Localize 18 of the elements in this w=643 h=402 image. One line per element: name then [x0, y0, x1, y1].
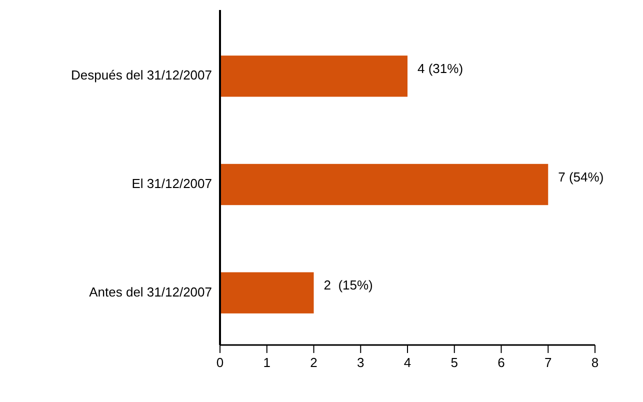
x-tick-label: 3	[357, 355, 364, 370]
x-tick-label: 4	[404, 355, 412, 370]
bar	[220, 164, 548, 206]
x-tick-label: 6	[498, 355, 505, 370]
x-tick-label: 0	[216, 355, 224, 370]
x-tick-label: 2	[310, 355, 318, 370]
x-tick-label: 1	[263, 355, 270, 370]
data-label: 4 (31%)	[418, 61, 464, 76]
bar	[220, 272, 314, 314]
data-label: 7 (54%)	[558, 169, 604, 184]
y-tick-label: Antes del 31/12/2007	[89, 284, 212, 300]
y-tick-label: Después del 31/12/2007	[71, 68, 212, 83]
bar	[220, 56, 408, 97]
x-tick-label: 7	[544, 355, 552, 370]
x-tick-label: 8	[591, 355, 599, 370]
x-tick-label: 5	[450, 355, 458, 370]
data-label: 2 (15%)	[324, 278, 373, 293]
y-tick-label: El 31/12/2007	[132, 176, 212, 191]
